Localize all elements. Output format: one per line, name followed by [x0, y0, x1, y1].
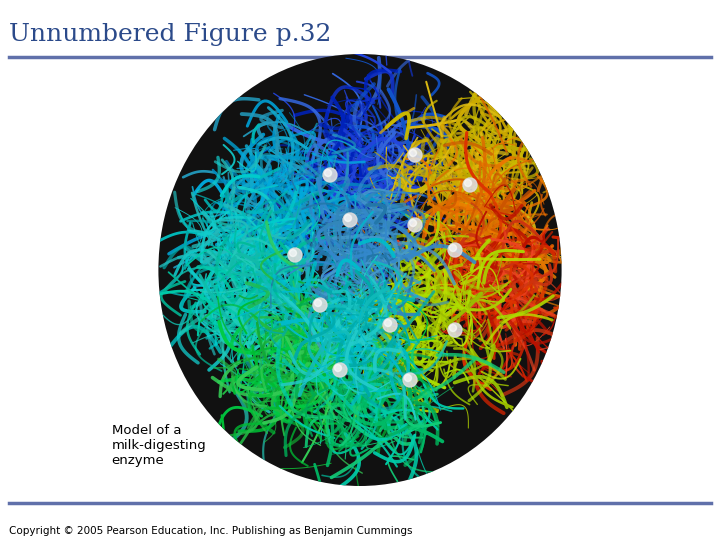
- Circle shape: [463, 178, 477, 192]
- Circle shape: [408, 218, 422, 232]
- Circle shape: [289, 249, 297, 256]
- Circle shape: [323, 168, 337, 182]
- Circle shape: [325, 170, 331, 177]
- Text: Copyright © 2005 Pearson Education, Inc. Publishing as Benjamin Cummings: Copyright © 2005 Pearson Education, Inc.…: [9, 525, 412, 536]
- Text: Model of a
milk-digesting
enzyme: Model of a milk-digesting enzyme: [112, 424, 207, 467]
- Circle shape: [288, 248, 302, 262]
- Circle shape: [449, 245, 456, 252]
- Circle shape: [384, 320, 392, 327]
- Circle shape: [449, 325, 456, 332]
- Circle shape: [344, 214, 351, 221]
- Circle shape: [333, 363, 347, 377]
- Circle shape: [405, 375, 412, 381]
- Circle shape: [410, 150, 416, 157]
- Circle shape: [464, 179, 472, 186]
- Circle shape: [408, 148, 422, 162]
- Circle shape: [448, 243, 462, 257]
- Circle shape: [403, 373, 417, 387]
- Circle shape: [343, 213, 357, 227]
- Circle shape: [313, 298, 327, 312]
- Circle shape: [383, 318, 397, 332]
- Circle shape: [335, 364, 341, 372]
- Circle shape: [410, 219, 416, 226]
- Circle shape: [448, 323, 462, 337]
- Circle shape: [315, 300, 322, 307]
- Text: Unnumbered Figure p.32: Unnumbered Figure p.32: [9, 23, 331, 46]
- Ellipse shape: [158, 54, 562, 486]
